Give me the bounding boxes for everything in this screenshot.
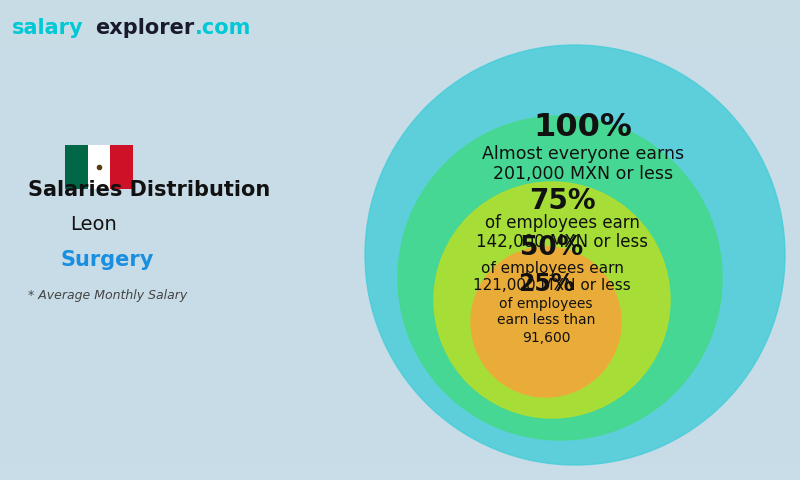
Text: 142,000 MXN or less: 142,000 MXN or less bbox=[476, 233, 648, 252]
Bar bbox=[0, 160, 800, 176]
Bar bbox=[0, 48, 800, 64]
Text: of employees: of employees bbox=[499, 297, 593, 311]
Bar bbox=[0, 400, 800, 416]
Circle shape bbox=[434, 182, 670, 418]
Text: 25%: 25% bbox=[518, 272, 574, 296]
Text: 100%: 100% bbox=[534, 112, 633, 144]
Bar bbox=[0, 208, 800, 224]
Bar bbox=[0, 416, 800, 432]
Bar bbox=[0, 432, 800, 448]
Bar bbox=[110, 145, 133, 189]
Bar bbox=[0, 368, 800, 384]
Bar bbox=[0, 64, 800, 80]
Circle shape bbox=[365, 45, 785, 465]
Bar bbox=[0, 112, 800, 128]
Bar bbox=[0, 448, 800, 464]
Text: Surgery: Surgery bbox=[60, 250, 154, 270]
Bar bbox=[65, 145, 88, 189]
Bar bbox=[0, 384, 800, 400]
Bar bbox=[0, 240, 800, 256]
Text: 201,000 MXN or less: 201,000 MXN or less bbox=[493, 165, 673, 183]
Bar bbox=[0, 32, 800, 48]
Bar bbox=[0, 352, 800, 368]
Bar bbox=[0, 224, 800, 240]
Bar bbox=[0, 176, 800, 192]
Bar bbox=[0, 304, 800, 320]
Circle shape bbox=[471, 247, 621, 397]
Text: Leon: Leon bbox=[70, 216, 117, 235]
Bar bbox=[0, 256, 800, 272]
Bar bbox=[0, 80, 800, 96]
Text: * Average Monthly Salary: * Average Monthly Salary bbox=[28, 288, 187, 301]
Circle shape bbox=[398, 116, 722, 440]
Bar bbox=[0, 192, 800, 208]
Bar bbox=[0, 144, 800, 160]
Bar bbox=[0, 320, 800, 336]
Bar bbox=[0, 272, 800, 288]
Text: explorer: explorer bbox=[95, 18, 194, 38]
Bar bbox=[0, 336, 800, 352]
Bar bbox=[0, 128, 800, 144]
Bar bbox=[88, 145, 110, 189]
Bar bbox=[0, 288, 800, 304]
Text: 91,600: 91,600 bbox=[522, 331, 570, 345]
Bar bbox=[0, 96, 800, 112]
Bar bbox=[0, 16, 800, 32]
Text: Almost everyone earns: Almost everyone earns bbox=[482, 145, 684, 163]
Text: .com: .com bbox=[195, 18, 251, 38]
Text: 50%: 50% bbox=[520, 235, 584, 261]
Bar bbox=[0, 0, 800, 16]
Text: of employees earn: of employees earn bbox=[485, 215, 639, 232]
Text: earn less than: earn less than bbox=[497, 313, 595, 327]
Text: of employees earn: of employees earn bbox=[481, 261, 623, 276]
Text: 75%: 75% bbox=[529, 187, 595, 216]
Text: salary: salary bbox=[12, 18, 84, 38]
Text: Salaries Distribution: Salaries Distribution bbox=[28, 180, 270, 200]
Bar bbox=[0, 464, 800, 480]
Text: 121,000 MXN or less: 121,000 MXN or less bbox=[473, 277, 631, 292]
